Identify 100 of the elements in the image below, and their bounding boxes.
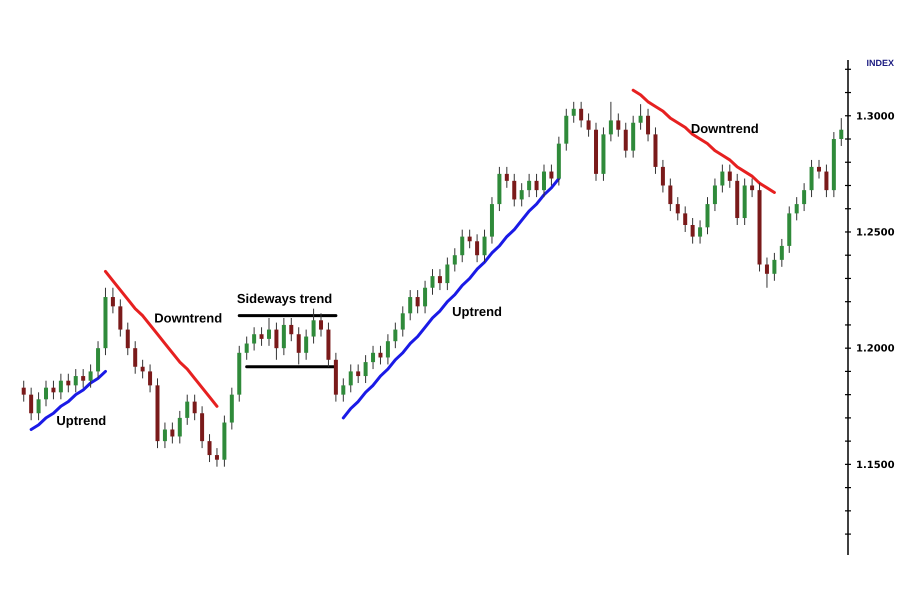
y-tick-label: 1.2500 [856,227,895,238]
candlestick [51,380,56,400]
candlestick [712,178,717,212]
candlestick [482,229,487,263]
candlestick [400,306,405,338]
candlestick [608,101,613,142]
candlestick [126,322,130,356]
candlestick [706,196,710,235]
candlestick [683,206,688,232]
candlestick [839,118,844,146]
candlestick [438,268,442,291]
line-series [30,370,107,432]
candlestick [660,159,665,193]
candlestick [304,329,308,360]
candlestick [676,196,680,221]
candlestick [192,394,197,421]
candlestick [764,257,769,288]
candlestick [624,122,628,158]
candlestick [816,159,821,180]
candlestick [452,248,457,272]
candlestick [289,317,294,342]
text: INDEX [866,58,894,68]
annotation: Sideways trend [236,291,332,306]
candlestick [44,380,48,407]
candlestick [416,290,420,314]
candlestick [140,359,145,379]
candlestick [750,178,754,198]
candlestick [319,312,324,338]
candlestick [133,340,138,374]
candlestick [698,220,702,244]
candlestick [148,364,152,393]
line-series [632,88,776,194]
candlestick [810,159,814,198]
candlestick [460,229,464,263]
candlestick [348,364,353,393]
candlestick [586,112,591,138]
candlestick [579,101,584,128]
candlestick [58,373,63,400]
candlestick [29,387,34,421]
candlestick [802,182,806,212]
candlestick [208,434,212,463]
candlestick [74,368,78,393]
candlestick [408,290,412,321]
y-tick-label: 1.3000 [856,111,895,122]
candlestick [572,101,576,124]
candlestick [88,364,93,388]
candlestick [266,317,271,346]
candlestick [445,257,450,291]
y-tick-label: 1.2000 [856,344,895,355]
candlestick [534,173,539,198]
candlestick [356,364,360,384]
candlestick [780,238,784,268]
candlestick [668,178,672,212]
candlestick [468,229,472,249]
candlestick [22,380,26,402]
candlestick [214,448,219,468]
candlestick [512,173,516,207]
annotation: Uptrend [452,304,502,319]
candlestick [386,334,390,365]
candlestick [728,164,732,188]
candlestick [430,268,434,296]
candlestick [423,280,428,314]
y-tick-label: 1.1500 [856,460,895,471]
candlestick [794,196,799,221]
candlestick [118,298,122,338]
candlestick [542,164,546,198]
candlestick [364,354,368,384]
candlestick [66,373,70,393]
candlestick [824,164,828,198]
candlestick [690,218,695,244]
candlestick [527,173,532,198]
candlestick [185,394,190,426]
candlestick [646,108,650,142]
candlestick [772,252,776,282]
candlestick [296,326,301,365]
candlestick [371,345,376,370]
annotation: Uptrend [56,413,106,428]
candlestick [393,322,398,349]
candlestick [720,164,724,193]
candlestick [96,340,100,379]
candlestick [252,326,256,351]
candlestick [312,308,316,344]
candlestick [475,234,480,263]
candlestick [341,378,346,402]
candlestick [244,336,249,360]
candlestick [378,345,382,365]
candlestick [616,112,620,138]
candlestick [282,317,286,356]
candlestick [504,166,509,188]
candlestick [260,326,264,346]
candlestick [520,182,524,207]
candlestick [274,322,278,360]
candlestick [36,392,41,421]
annotation: Downtrend [154,310,222,326]
candlestick [170,422,174,444]
candlestick [162,422,167,449]
candlestick [81,368,86,388]
candlestick [549,164,554,186]
candlestick [178,410,182,444]
annotation: Downtrend [690,120,759,136]
